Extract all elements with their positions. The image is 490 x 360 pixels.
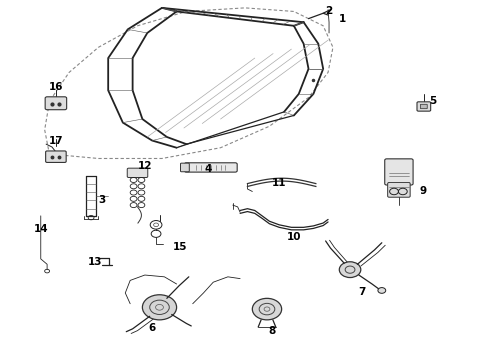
- Circle shape: [252, 298, 282, 320]
- Text: 10: 10: [287, 232, 301, 242]
- Text: 14: 14: [33, 225, 48, 234]
- FancyBboxPatch shape: [184, 163, 237, 172]
- Text: 6: 6: [148, 323, 156, 333]
- Text: 17: 17: [49, 136, 63, 145]
- Text: 15: 15: [173, 242, 188, 252]
- Text: 2: 2: [325, 6, 333, 16]
- Circle shape: [339, 262, 361, 278]
- Text: 8: 8: [268, 326, 275, 336]
- FancyBboxPatch shape: [385, 159, 413, 185]
- FancyBboxPatch shape: [417, 102, 431, 111]
- Circle shape: [143, 295, 176, 320]
- FancyBboxPatch shape: [46, 151, 66, 162]
- Text: 11: 11: [272, 178, 287, 188]
- Text: 13: 13: [88, 257, 102, 267]
- Text: 16: 16: [49, 82, 63, 93]
- Text: 12: 12: [138, 161, 152, 171]
- FancyBboxPatch shape: [420, 104, 427, 109]
- FancyBboxPatch shape: [127, 168, 148, 177]
- Text: 9: 9: [420, 186, 427, 197]
- Circle shape: [378, 288, 386, 293]
- Text: 4: 4: [205, 164, 212, 174]
- Text: 3: 3: [98, 195, 106, 205]
- FancyBboxPatch shape: [388, 183, 410, 197]
- Text: 1: 1: [339, 14, 346, 24]
- FancyBboxPatch shape: [180, 163, 189, 172]
- Text: 5: 5: [430, 96, 437, 106]
- FancyBboxPatch shape: [45, 97, 67, 110]
- Text: 7: 7: [359, 287, 366, 297]
